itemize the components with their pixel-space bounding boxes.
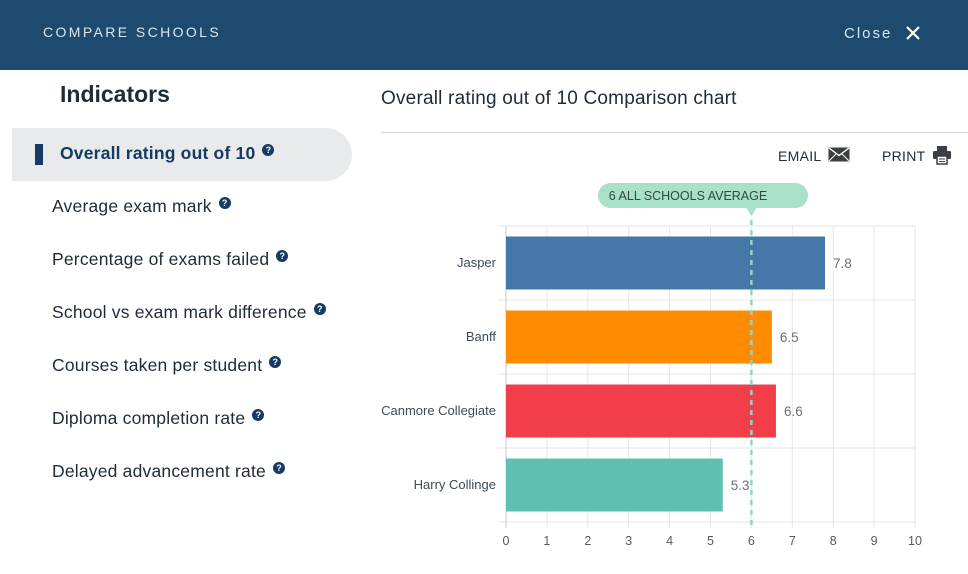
x-tick-label: 9 (871, 534, 878, 548)
printer-icon (932, 145, 952, 168)
close-label: Close (844, 24, 893, 42)
chart-title: Overall rating out of 10 Comparison char… (381, 88, 737, 109)
category-label: Canmore Collegiate (381, 403, 496, 418)
indicator-label-text: Delayed advancement rate (52, 461, 266, 481)
bar-canmore-collegiate (506, 384, 776, 438)
envelope-icon (828, 147, 850, 165)
category-label: Harry Collinge (414, 477, 496, 492)
value-label: 7.8 (833, 256, 852, 271)
close-icon (906, 26, 921, 40)
x-tick-label: 7 (789, 534, 796, 548)
help-icon[interactable]: ? (313, 303, 326, 315)
category-label: Banff (466, 329, 497, 344)
x-tick-label: 4 (666, 534, 673, 548)
indicator-label: Percentage of exams failed? (52, 249, 289, 270)
print-button[interactable]: PRINT (882, 145, 952, 168)
indicator-label: Diploma completion rate? (52, 408, 265, 429)
x-tick-label: 3 (625, 534, 632, 548)
x-tick-label: 8 (830, 534, 837, 548)
indicator-label-text: Diploma completion rate (52, 408, 246, 428)
indicator-label: Overall rating out of 10? (60, 143, 275, 164)
help-icon[interactable]: ? (252, 409, 265, 421)
email-button[interactable]: EMAIL (778, 146, 850, 166)
x-tick-label: 10 (908, 534, 922, 548)
bar-harry-collinge (506, 458, 723, 512)
email-label: EMAIL (778, 148, 822, 164)
x-tick-label: 2 (584, 534, 591, 548)
close-button[interactable]: Close (844, 22, 921, 44)
indicator-list: Overall rating out of 10? Average exam ma… (12, 128, 352, 499)
x-tick-label: 0 (503, 534, 510, 548)
average-badge (598, 183, 808, 208)
modal-header: COMPARE SCHOOLS Close (0, 0, 968, 70)
help-icon[interactable]: ? (272, 462, 285, 474)
indicator-label-text: School vs exam mark difference (52, 302, 307, 322)
value-label: 5.3 (731, 478, 750, 493)
help-icon[interactable]: ? (218, 197, 231, 209)
indicator-label-text: Percentage of exams failed (52, 249, 270, 269)
indicator-item[interactable]: Delayed advancement rate? (12, 446, 352, 499)
indicator-label-text: Overall rating out of 10 (60, 143, 256, 163)
x-tick-label: 5 (707, 534, 714, 548)
average-badge-pointer (746, 208, 757, 216)
indicator-item[interactable]: Diploma completion rate? (12, 393, 352, 446)
indicator-item[interactable]: Average exam mark? (12, 181, 352, 234)
value-label: 6.5 (780, 330, 799, 345)
indicator-label: Average exam mark? (52, 196, 231, 217)
help-icon[interactable]: ? (276, 250, 289, 262)
indicator-label: Delayed advancement rate? (52, 461, 285, 482)
x-tick-label: 1 (543, 534, 550, 548)
indicator-label: Courses taken per student? (52, 355, 282, 376)
help-icon[interactable]: ? (269, 356, 282, 368)
indicator-label: School vs exam mark difference? (52, 302, 326, 323)
value-label: 6.6 (784, 404, 803, 419)
indicator-item[interactable]: Courses taken per student? (12, 340, 352, 393)
modal-title: COMPARE SCHOOLS (43, 24, 222, 40)
indicator-label-text: Courses taken per student (52, 355, 263, 375)
active-indicator-marker (35, 144, 43, 165)
print-label: PRINT (882, 148, 926, 164)
bar-banff (506, 310, 772, 364)
average-badge-label: 6 ALL SCHOOLS AVERAGE (609, 189, 767, 203)
indicator-item[interactable]: Overall rating out of 10? (12, 128, 352, 181)
divider (381, 132, 968, 133)
category-label: Jasper (457, 255, 497, 270)
help-icon[interactable]: ? (262, 144, 275, 156)
x-tick-label: 6 (748, 534, 755, 548)
bar-jasper (506, 236, 826, 290)
indicator-item[interactable]: School vs exam mark difference? (12, 287, 352, 340)
indicator-item[interactable]: Percentage of exams failed? (12, 234, 352, 287)
indicator-label-text: Average exam mark (52, 196, 212, 216)
indicators-heading: Indicators (60, 81, 170, 107)
